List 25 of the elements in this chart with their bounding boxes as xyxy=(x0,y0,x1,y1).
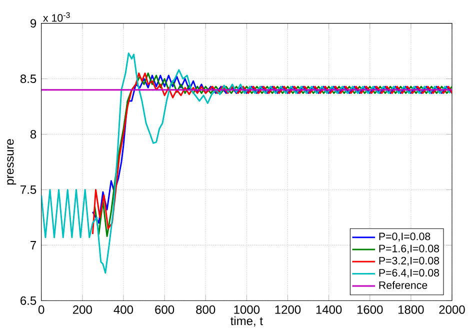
x-tick-label: 1200 xyxy=(275,305,301,314)
y-tick-label: 7.5 xyxy=(20,186,36,194)
y-tick-label: 9 xyxy=(30,19,36,28)
y-tick-label: 8.5 xyxy=(20,74,36,84)
legend-label: P=0,I=0.08 xyxy=(379,232,430,242)
x-axis-title: time, t xyxy=(230,316,263,327)
x-tick-label: 600 xyxy=(155,305,174,314)
y-tick-label: 8 xyxy=(30,130,36,139)
x-tick-label: 2000 xyxy=(439,305,465,314)
legend-label: Reference xyxy=(379,281,428,289)
legend-label: P=1.6,I=0.08 xyxy=(379,244,440,254)
x-tick-label: 1800 xyxy=(398,305,424,314)
x-tick-label: 1600 xyxy=(357,305,383,314)
legend-label: P=6.4,I=0.08 xyxy=(379,269,440,278)
x-tick-label: 1000 xyxy=(234,305,260,314)
x-tick-label: 1400 xyxy=(316,305,342,314)
x-tick-label: 800 xyxy=(196,305,216,314)
legend-label: P=3.2,I=0.08 xyxy=(379,256,440,266)
text: x 10$^{-3}$ xyxy=(43,12,70,22)
y-axis-title: pressure xyxy=(7,139,16,185)
x-tick-label: 400 xyxy=(114,305,134,314)
y-tick-label: 6.5 xyxy=(20,296,36,305)
x-tick-label: 200 xyxy=(73,305,92,314)
y-tick-label: 7 xyxy=(30,241,36,250)
x-tick-label: 0 xyxy=(38,305,44,314)
